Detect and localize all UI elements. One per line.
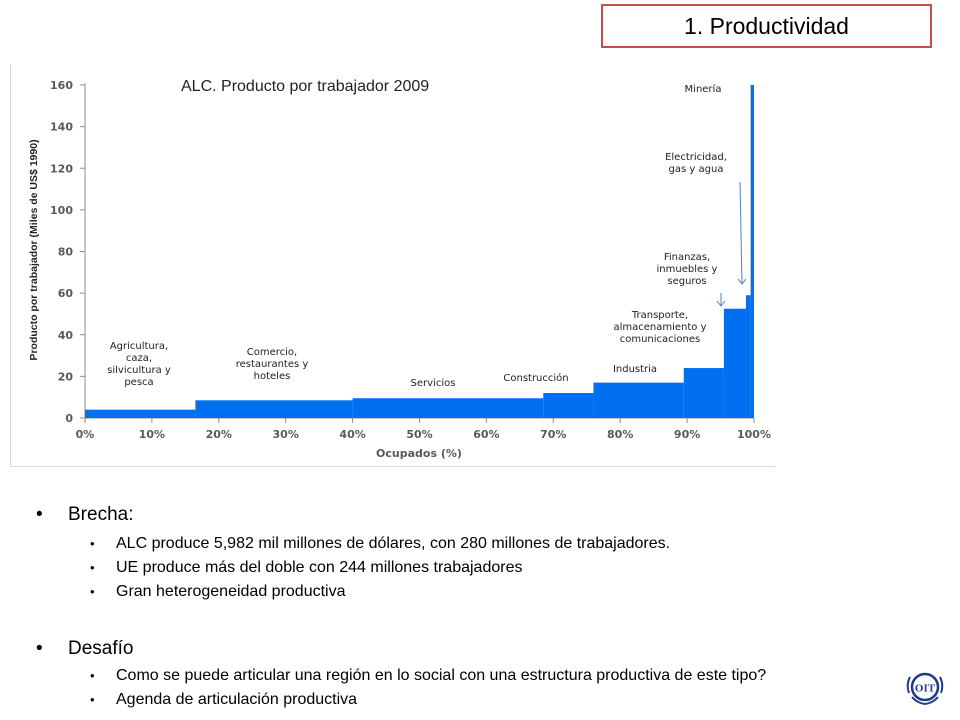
x-tick-label: 40% xyxy=(339,428,365,441)
segment-label-line: hoteles xyxy=(254,371,291,382)
bullet-dot-icon: • xyxy=(90,536,95,551)
productivity-chart: 0 20 40 60 80 100 120 140 160 0% 10% 20% 30% 40% 50% 60… xyxy=(28,78,771,460)
bar-segment xyxy=(352,398,544,418)
arrow-head-icon xyxy=(716,300,726,307)
segment-label-line: Servicios xyxy=(411,378,456,389)
bar-segment xyxy=(745,295,751,418)
x-tick-label: 90% xyxy=(674,428,700,441)
segment-label: Electricidad, gas y agua xyxy=(665,152,727,175)
segment-label: Comercio, restaurantes y hoteles xyxy=(236,347,309,382)
x-tick-label: 10% xyxy=(139,428,165,441)
arrow-electricidad-icon xyxy=(739,181,743,285)
segment-label: Industria xyxy=(613,364,657,375)
bar-segment xyxy=(683,368,724,418)
bullet-dot-icon: • xyxy=(90,560,95,575)
segment-label-line: pesca xyxy=(124,377,153,388)
bullet-dot-icon: • xyxy=(90,584,95,599)
bar-segment xyxy=(723,308,746,418)
segment-label: Transporte, almacenamiento y comunicacione… xyxy=(613,310,706,345)
bullet-dot-icon: • xyxy=(36,504,43,525)
bar-segment xyxy=(85,409,196,418)
segment-label-line: Agricultura, xyxy=(110,341,168,352)
logo-text: OIT xyxy=(915,683,936,695)
bar-segment xyxy=(750,85,754,418)
bullet-dot-icon: • xyxy=(90,668,95,683)
segment-label: Servicios xyxy=(411,378,456,389)
segment-label-line: silvicultura y xyxy=(107,365,171,376)
sub-bullet-text: Agenda de articulación productiva xyxy=(116,691,358,708)
segment-label-line: inmuebles y xyxy=(657,264,718,275)
segment-label: Finanzas, inmuebles y seguros xyxy=(657,252,718,287)
segment-label-line: Industria xyxy=(613,364,657,375)
x-tick-label: 80% xyxy=(607,428,633,441)
x-axis-label: Ocupados (%) xyxy=(376,447,462,460)
y-tick-label: 140 xyxy=(50,121,73,134)
segment-label-line: caza, xyxy=(126,353,152,364)
segment-label-line: seguros xyxy=(667,276,706,287)
segment-label-line: almacenamiento y xyxy=(613,322,706,333)
segment-label-line: Construcción xyxy=(503,372,568,384)
y-tick-label: 40 xyxy=(58,329,74,342)
arrow-head-icon xyxy=(737,278,747,285)
bar-segment xyxy=(543,393,594,418)
bar-segment xyxy=(195,400,353,418)
sub-bullet-text: Gran heterogeneidad productiva xyxy=(116,583,346,600)
segment-label-line: Finanzas, xyxy=(664,252,710,263)
segment-label-line: Minería xyxy=(685,83,722,95)
y-tick-label: 100 xyxy=(50,204,73,217)
segment-label-line: Transporte, xyxy=(631,310,688,321)
x-tick-label: 50% xyxy=(406,428,432,441)
segment-label: Agricultura, caza, silvicultura y pesca xyxy=(107,341,171,388)
y-tick-label: 120 xyxy=(50,162,73,175)
y-axis-label: Producto por trabajador (Miles de US$ 19… xyxy=(28,139,40,360)
bar-segment xyxy=(593,382,684,418)
x-tick-label: 70% xyxy=(540,428,566,441)
segment-label-line: comunicaciones xyxy=(620,334,701,345)
chart-container: 0 20 40 60 80 100 120 140 160 0% 10% 20% 30% 40% 50% 60… xyxy=(10,64,775,467)
y-tick-label: 0 xyxy=(65,412,73,425)
bullet-text: Brecha: xyxy=(68,504,134,525)
segment-label: Construcción xyxy=(503,372,568,384)
x-tick-label: 60% xyxy=(473,428,499,441)
bullet-dot-icon: • xyxy=(90,692,95,707)
ilo-logo-icon: OIT xyxy=(906,672,944,706)
segment-label-line: restaurantes y xyxy=(236,359,309,370)
segment-label-line: Comercio, xyxy=(247,347,297,358)
sub-bullet-text: UE produce más del doble con 244 millone… xyxy=(116,559,523,576)
segment-label-line: Electricidad, xyxy=(665,152,727,163)
y-tick-label: 60 xyxy=(58,287,74,300)
x-tick-label: 30% xyxy=(273,428,299,441)
x-tick-label: 0% xyxy=(76,428,95,441)
x-tick-label: 100% xyxy=(737,428,771,441)
x-tick-label: 20% xyxy=(206,428,232,441)
slide-title: 1. Productividad xyxy=(601,4,932,48)
bullet-dot-icon: • xyxy=(36,638,43,659)
sub-bullet-text: ALC produce 5,982 mil millones de dólare… xyxy=(116,535,671,552)
bullet-text: Desafío xyxy=(68,638,134,659)
y-tick-label: 20 xyxy=(58,370,74,383)
chart-title: ALC. Producto por trabajador 2009 xyxy=(181,78,429,95)
sub-bullet-text: Como se puede articular una región en lo… xyxy=(116,667,767,684)
y-tick-label: 160 xyxy=(50,79,73,92)
segment-label: Minería xyxy=(685,83,722,95)
segment-label-line: gas y agua xyxy=(669,164,724,175)
y-tick-label: 80 xyxy=(58,246,74,259)
